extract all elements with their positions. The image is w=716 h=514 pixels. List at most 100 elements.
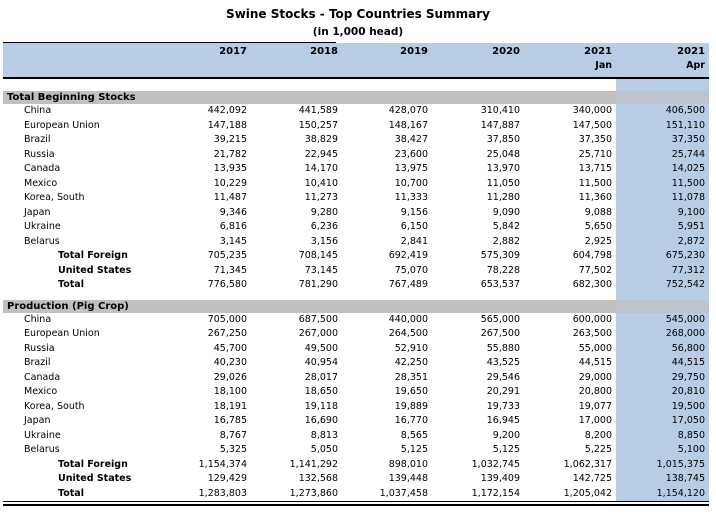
value-cell: 14,025 [616,162,709,177]
value-cell: 5,125 [492,444,520,455]
value-cell: 1,154,120 [616,486,709,501]
column-header-year: 2019 [342,45,432,77]
total-row: Total Foreign 705,235 708,145 692,419 575,30… [3,249,709,264]
value-cell: 29,026 [213,371,247,383]
row-label: China [24,105,52,116]
country-row: Canada 29,026 28,017 28,351 29,546 29,000 29,7… [3,370,709,385]
section-band-cell [616,299,709,313]
column-header-sub-label: Apr [686,60,705,71]
value-cell: 20,800 [578,386,612,397]
value-cell: 52,910 [394,342,428,354]
value-cell: 142,725 [572,473,612,484]
value-cell: 267,000 [298,328,338,339]
country-row: Korea, South 18,191 19,118 19,889 19,733 19,0… [3,399,709,414]
value-cell: 20,810 [616,385,709,400]
value-cell: 42,250 [394,357,428,368]
value-cell: 147,188 [207,119,247,131]
total-row: Total 1,283,803 1,273,860 1,037,458 1,172,15… [3,486,709,501]
country-row: Japan 16,785 16,690 16,770 16,945 17,000 17,05… [3,414,709,429]
value-cell: 6,150 [400,221,428,232]
row-label: Mexico [24,386,58,397]
value-cell: 3,145 [219,235,247,247]
value-cell: 9,156 [400,206,428,218]
value-cell: 45,700 [213,342,247,354]
value-cell: 77,502 [578,264,612,276]
row-label: European Union [24,119,100,131]
column-header-year-label: 2019 [400,46,428,57]
value-cell: 13,970 [486,163,520,174]
top-rule [3,42,336,43]
value-cell: 19,077 [578,400,612,412]
value-cell: 78,228 [486,264,520,276]
section-band-cell [432,300,524,313]
country-row: Mexico 10,229 10,410 10,700 11,050 11,500 11,5… [3,176,709,191]
value-cell: 132,568 [298,473,338,484]
column-header-year: 2021 Jan [524,45,616,77]
value-cell: 23,600 [394,148,428,160]
value-cell: 263,500 [572,328,612,339]
value-cell: 56,800 [616,341,709,356]
value-cell: 29,750 [616,370,709,385]
value-cell: 44,515 [578,357,612,368]
value-cell: 10,229 [213,177,247,189]
total-row: Total Foreign 1,154,374 1,141,292 898,010 1,… [3,457,709,472]
column-header-year-label: 2021 [584,46,612,57]
section-band-cell [524,91,616,104]
report-table: 2017 2018 2019 2020 2021 Jan 2021 Apr Total Beg… [3,42,709,506]
value-cell: 267,250 [207,328,247,339]
country-row: China 705,000 687,500 440,000 565,000 600,000… [3,312,709,327]
country-row: Canada 13,935 14,170 13,975 13,970 13,715 14,0… [3,162,709,177]
table-body: Total Beginning Stocks China 442,092 441,58… [3,91,709,501]
value-cell: 11,333 [394,192,428,203]
section-band-title: Production (Pig Crop) [7,300,129,312]
section-band-cell [342,300,432,313]
value-cell: 38,427 [394,134,428,145]
value-cell: 5,225 [584,444,612,455]
country-row: Korea, South 11,487 11,273 11,333 11,280 11,3… [3,191,709,206]
value-cell: 17,000 [578,415,612,426]
row-label: United States [58,264,132,276]
country-row: Ukraine 6,816 6,236 6,150 5,842 5,650 5,951 [3,220,709,235]
value-cell: 5,050 [310,444,338,455]
value-cell: 20,291 [486,386,520,397]
value-cell: 139,409 [480,473,520,484]
value-cell: 11,487 [213,192,247,203]
row-label: Canada [24,163,61,174]
value-cell: 604,798 [572,250,612,261]
value-cell: 675,230 [616,249,709,264]
column-header-sub-label: Jan [595,60,612,71]
value-cell: 440,000 [388,313,428,325]
value-cell: 11,500 [578,177,612,189]
value-cell: 8,200 [584,429,612,441]
section-band-cell [342,91,432,104]
section-gap-row [3,292,709,300]
value-cell: 10,700 [394,177,428,189]
value-cell: 9,280 [310,206,338,218]
value-cell: 5,325 [219,444,247,455]
row-label: Korea, South [24,192,85,203]
value-cell: 49,500 [304,342,338,354]
column-header-year: 2020 [432,45,524,77]
value-cell: 1,062,317 [563,458,612,470]
value-cell: 2,872 [616,234,709,249]
column-header-blank [3,45,160,77]
value-cell: 268,000 [616,327,709,342]
value-cell: 776,580 [207,279,247,290]
row-label: Belarus [24,444,60,455]
country-row: China 442,092 441,589 428,070 310,410 340,000… [3,104,709,119]
value-cell: 13,975 [394,163,428,174]
value-cell: 19,118 [304,400,338,412]
value-cell: 9,346 [219,206,247,218]
value-cell: 129,429 [207,473,247,484]
value-cell: 428,070 [388,105,428,116]
country-row: European Union 267,250 267,000 264,500 267,5… [3,327,709,342]
value-cell: 565,000 [480,313,520,325]
column-header-year-label: 2020 [492,46,520,57]
value-cell: 781,290 [298,279,338,290]
value-cell: 77,312 [616,263,709,278]
value-cell: 8,767 [219,429,247,441]
highlight-column-stub [616,292,709,300]
section-band-cell [251,91,342,104]
value-cell: 340,000 [572,105,612,116]
